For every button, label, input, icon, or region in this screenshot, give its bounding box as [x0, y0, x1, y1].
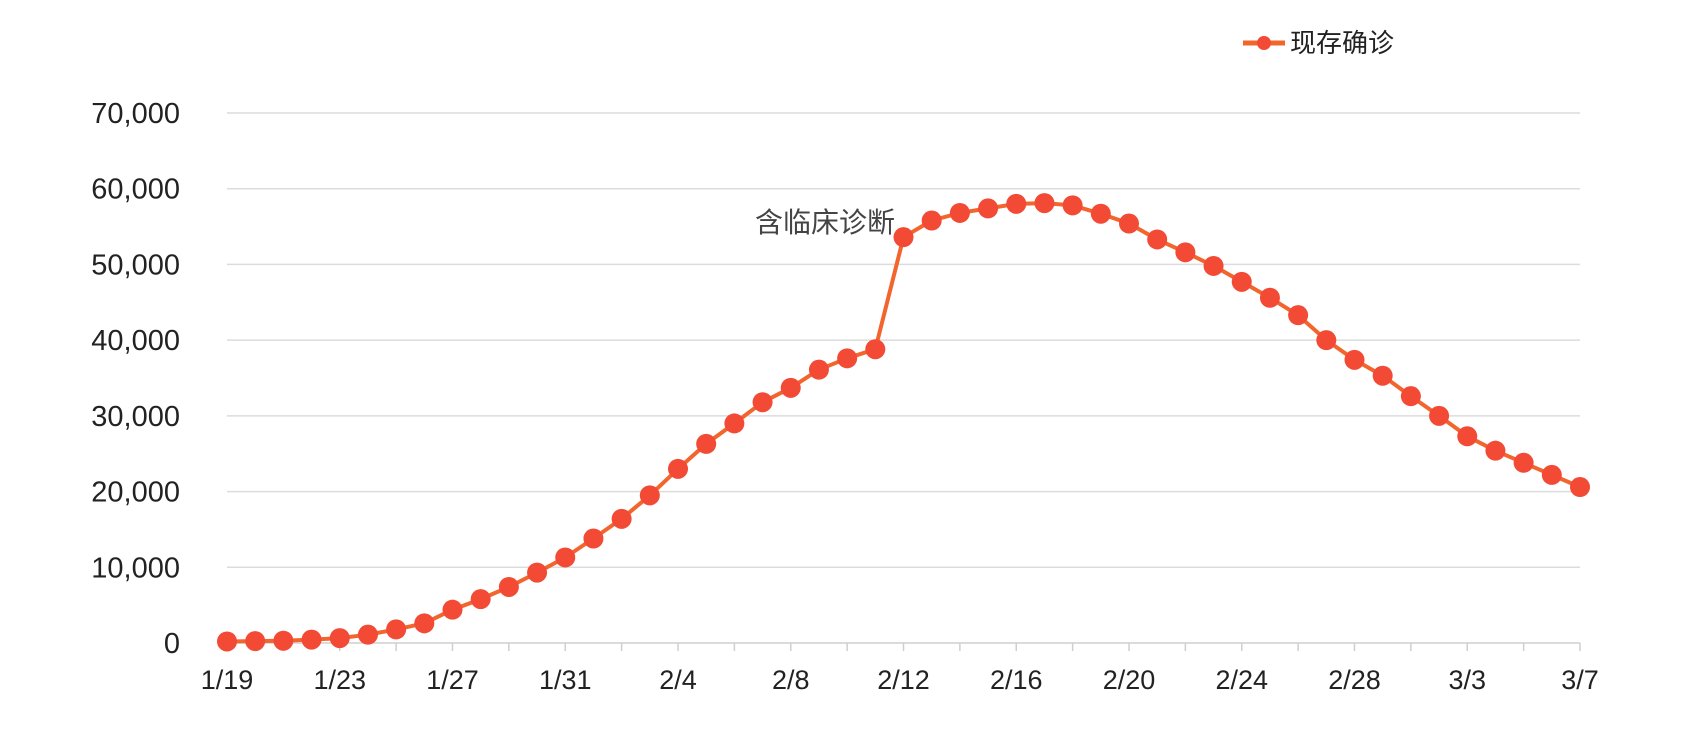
x-tick-label: 2/16: [990, 665, 1043, 695]
series-current-confirmed: [217, 193, 1590, 652]
data-point[interactable]: [1400, 386, 1421, 407]
x-tick-label: 2/20: [1103, 665, 1156, 695]
annotation-label: 含临床诊断: [755, 206, 895, 239]
data-point[interactable]: [1203, 255, 1224, 276]
legend-label: 现存确诊: [1290, 29, 1394, 59]
grid-lines: [227, 112, 1580, 569]
data-point[interactable]: [1372, 365, 1393, 386]
data-point[interactable]: [724, 413, 745, 434]
x-tick-label: 3/7: [1561, 665, 1599, 695]
data-point[interactable]: [837, 348, 858, 369]
data-point[interactable]: [1034, 193, 1055, 214]
data-point[interactable]: [386, 619, 407, 640]
data-point[interactable]: [921, 210, 942, 231]
x-tick-label: 2/24: [1215, 665, 1268, 695]
x-tick-label: 1/27: [426, 665, 479, 695]
data-point[interactable]: [414, 613, 435, 634]
data-point[interactable]: [639, 485, 660, 506]
data-point[interactable]: [696, 433, 717, 454]
x-tick-label: 1/19: [201, 665, 254, 695]
y-tick-label: 70,000: [91, 98, 180, 130]
legend[interactable]: 现存确诊: [1243, 29, 1394, 59]
y-tick-label: 10,000: [91, 552, 180, 584]
data-point[interactable]: [1090, 203, 1111, 224]
data-point[interactable]: [1288, 305, 1309, 326]
data-point[interactable]: [245, 631, 266, 652]
data-point[interactable]: [1006, 193, 1027, 214]
data-point[interactable]: [357, 624, 378, 645]
data-point[interactable]: [442, 599, 463, 620]
data-point[interactable]: [1541, 464, 1562, 485]
data-point[interactable]: [1147, 229, 1168, 250]
y-tick-label: 30,000: [91, 401, 180, 433]
x-axis-tick-labels: 1/19 1/23 1/27 1/31 2/4 2/8 2/12 2/16 2/20 2/24 2/…: [201, 665, 1599, 695]
data-point[interactable]: [1062, 195, 1083, 216]
data-point[interactable]: [1570, 477, 1590, 498]
data-point[interactable]: [301, 629, 322, 650]
data-point[interactable]: [1457, 426, 1478, 447]
x-tick-label: 2/8: [772, 665, 810, 695]
data-point[interactable]: [1344, 349, 1365, 370]
data-point[interactable]: [1175, 242, 1196, 263]
x-tick-label: 3/3: [1448, 665, 1486, 695]
data-point[interactable]: [1429, 405, 1450, 426]
x-axis: [226, 642, 1581, 651]
x-tick-label: 1/31: [539, 665, 592, 695]
data-point[interactable]: [470, 589, 491, 610]
y-tick-label: 40,000: [91, 325, 180, 357]
data-point[interactable]: [527, 562, 548, 583]
data-point[interactable]: [329, 628, 350, 649]
data-point[interactable]: [978, 198, 999, 219]
data-point[interactable]: [1259, 287, 1280, 308]
data-point[interactable]: [1231, 271, 1252, 292]
y-tick-label: 0: [164, 628, 180, 660]
data-point[interactable]: [611, 508, 632, 529]
data-point[interactable]: [273, 630, 294, 651]
y-tick-label: 60,000: [91, 174, 180, 206]
data-point[interactable]: [893, 227, 914, 248]
y-tick-label: 20,000: [91, 477, 180, 509]
data-point[interactable]: [949, 202, 970, 223]
x-tick-label: 1/23: [313, 665, 366, 695]
series-line: [226, 201, 1581, 644]
x-tick-label: 2/12: [877, 665, 930, 695]
annotation: 含临床诊断: [755, 206, 895, 239]
legend-marker-swatch: [1257, 36, 1271, 50]
data-point[interactable]: [780, 377, 801, 398]
y-axis-tick-labels: 0 10,000 20,000 30,000 40,000 50,000 60,000 70,…: [91, 98, 180, 660]
y-tick-label: 50,000: [91, 249, 180, 281]
data-point[interactable]: [865, 339, 886, 360]
x-tick-label: 2/28: [1328, 665, 1381, 695]
data-point[interactable]: [217, 631, 237, 652]
data-point[interactable]: [555, 547, 576, 568]
x-tick-label: 2/4: [659, 665, 697, 695]
data-point[interactable]: [668, 458, 688, 479]
data-point[interactable]: [1513, 452, 1534, 473]
data-point[interactable]: [583, 528, 604, 549]
data-point[interactable]: [1119, 213, 1139, 234]
data-point[interactable]: [1316, 330, 1337, 351]
data-point[interactable]: [752, 392, 773, 413]
data-point[interactable]: [808, 359, 829, 380]
data-point[interactable]: [1485, 440, 1506, 461]
data-point[interactable]: [498, 576, 519, 597]
